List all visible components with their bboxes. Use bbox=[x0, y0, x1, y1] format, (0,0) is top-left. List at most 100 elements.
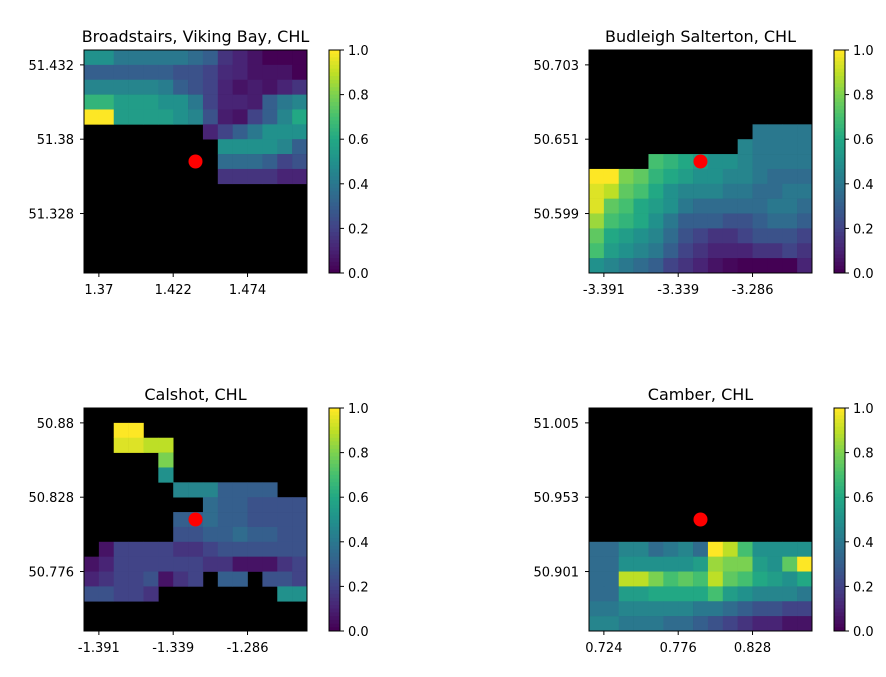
heatmap-cell bbox=[752, 139, 768, 155]
heatmap-cell bbox=[752, 616, 768, 632]
colorbar-segment bbox=[329, 198, 340, 203]
colorbar-segment bbox=[329, 57, 340, 62]
x-tick-label: -1.391 bbox=[78, 641, 120, 656]
heatmap-cell bbox=[113, 79, 129, 95]
heatmap-cell bbox=[98, 586, 115, 602]
panel-title: Calshot, CHL bbox=[144, 385, 246, 404]
heatmap-cell bbox=[633, 541, 649, 557]
heatmap-cell bbox=[663, 213, 679, 229]
heatmap-cell bbox=[767, 154, 783, 170]
colorbar-segment bbox=[834, 467, 845, 472]
colorbar-tick-label: 0.8 bbox=[853, 447, 874, 462]
heatmap-cell bbox=[722, 198, 738, 214]
heatmap-cell bbox=[737, 183, 753, 199]
colorbar-segment bbox=[834, 504, 845, 509]
colorbar-segment bbox=[329, 504, 340, 509]
x-tick-label: -3.286 bbox=[732, 283, 774, 298]
heatmap-cell bbox=[217, 94, 233, 110]
colorbar-segment bbox=[834, 456, 845, 461]
colorbar-segment bbox=[329, 467, 340, 472]
heatmap-cell bbox=[589, 586, 605, 602]
heatmap-cell bbox=[603, 601, 620, 617]
heatmap-cell bbox=[98, 79, 115, 95]
heatmap-cell bbox=[782, 556, 798, 572]
heatmap-cell bbox=[589, 258, 605, 274]
heatmap-cell bbox=[752, 154, 768, 170]
heatmap-cell bbox=[217, 50, 233, 66]
colorbar-segment bbox=[329, 172, 340, 177]
heatmap-cell bbox=[202, 556, 219, 572]
heatmap-cell bbox=[648, 571, 664, 587]
colorbar-segment bbox=[329, 604, 340, 610]
heatmap-cell bbox=[262, 109, 278, 125]
colorbar-segment bbox=[834, 139, 845, 144]
heatmap-cell bbox=[618, 556, 634, 572]
colorbar-segment bbox=[834, 246, 845, 252]
colorbar-segment bbox=[329, 571, 340, 576]
colorbar-segment bbox=[329, 452, 340, 457]
heatmap-cell bbox=[782, 154, 798, 170]
heatmap-cell bbox=[277, 139, 293, 155]
heatmap-cell bbox=[633, 556, 649, 572]
colorbar-segment bbox=[329, 165, 340, 170]
heatmap-cell bbox=[128, 94, 144, 110]
axes-frame bbox=[588, 407, 813, 632]
colorbar-segment bbox=[329, 419, 340, 424]
colorbar-segment bbox=[834, 508, 845, 513]
heatmap-cell bbox=[589, 168, 605, 185]
colorbar-segment bbox=[834, 448, 845, 453]
colorbar-segment bbox=[834, 176, 845, 181]
heatmap-cell bbox=[707, 541, 724, 557]
heatmap-cell bbox=[737, 168, 753, 185]
heatmap-cell bbox=[247, 168, 263, 185]
heatmap-cell bbox=[782, 228, 798, 244]
heatmap-cell bbox=[767, 258, 783, 274]
heatmap-cell bbox=[722, 154, 738, 170]
heatmap-cell bbox=[737, 616, 753, 632]
colorbar-segment bbox=[834, 168, 845, 174]
heatmap-cell bbox=[158, 109, 174, 125]
heatmap-cell bbox=[143, 94, 159, 110]
colorbar-segment bbox=[834, 120, 845, 125]
heatmap-cell bbox=[277, 512, 293, 528]
panel-title: Camber, CHL bbox=[648, 385, 754, 404]
heatmap-cell bbox=[663, 228, 679, 244]
colorbar-segment bbox=[329, 146, 340, 151]
colorbar-segment bbox=[834, 612, 845, 617]
heatmap-cell bbox=[217, 64, 233, 81]
heatmap-cell bbox=[247, 79, 263, 95]
colorbar-segment bbox=[329, 220, 340, 226]
heatmap-cell bbox=[678, 168, 694, 185]
heatmap-cell bbox=[797, 228, 813, 244]
heatmap-cell bbox=[648, 168, 664, 185]
heatmap-cell bbox=[767, 139, 783, 155]
heatmap-cell bbox=[158, 541, 174, 557]
heatmap-cell bbox=[663, 258, 679, 274]
heatmap-cell bbox=[292, 526, 308, 543]
heatmap-cell bbox=[113, 94, 129, 110]
colorbar-segment bbox=[329, 79, 340, 84]
heatmap-cell bbox=[603, 556, 620, 572]
heatmap-cell bbox=[737, 571, 753, 587]
heatmap-cell bbox=[797, 243, 813, 259]
colorbar-segment bbox=[329, 430, 340, 435]
heatmap-cell bbox=[232, 50, 248, 66]
colorbar-segment bbox=[834, 593, 845, 598]
colorbar-tick-label: 0.6 bbox=[348, 133, 369, 148]
heatmap-cell bbox=[693, 228, 709, 244]
heatmap-cell bbox=[767, 601, 783, 617]
heatmap-cell bbox=[113, 422, 129, 439]
heatmap-cell bbox=[84, 94, 100, 110]
colorbar-segment bbox=[329, 261, 340, 266]
y-tick-label: 51.328 bbox=[29, 208, 75, 223]
colorbar-segment bbox=[834, 426, 845, 431]
heatmap-cell bbox=[188, 526, 204, 543]
heatmap-cell bbox=[113, 50, 129, 66]
colorbar-segment bbox=[834, 482, 845, 487]
heatmap-cell bbox=[128, 109, 144, 125]
colorbar-segment bbox=[834, 128, 845, 133]
heatmap-cell bbox=[217, 541, 233, 557]
colorbar-segment bbox=[834, 541, 845, 546]
heatmap-cell bbox=[737, 213, 753, 229]
heatmap-cell bbox=[767, 213, 783, 229]
